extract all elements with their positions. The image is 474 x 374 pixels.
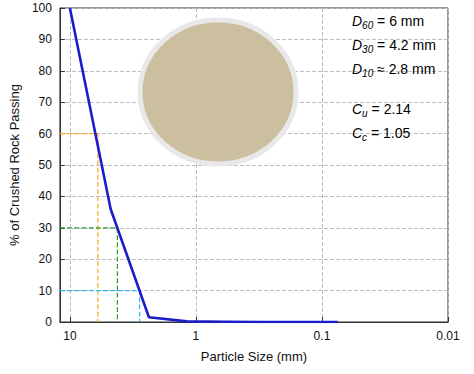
svg-text:40: 40 — [39, 189, 53, 203]
svg-text:70: 70 — [39, 95, 53, 109]
svg-text:10: 10 — [362, 68, 374, 79]
svg-text:30: 30 — [362, 44, 374, 55]
svg-text:60: 60 — [39, 127, 53, 141]
svg-text:D: D — [352, 61, 362, 77]
svg-text:= 6 mm: = 6 mm — [373, 13, 424, 29]
svg-text:10: 10 — [39, 284, 53, 298]
svg-text:60: 60 — [362, 20, 374, 31]
html-text:Cu: Cu — [352, 101, 368, 119]
svg-text:1: 1 — [193, 329, 200, 343]
svg-text:0: 0 — [45, 315, 52, 329]
svg-text:90: 90 — [39, 32, 53, 46]
svg-text:= 2.14: = 2.14 — [368, 101, 411, 117]
svg-text:10: 10 — [63, 329, 77, 343]
svg-text:= 4.2 mm: = 4.2 mm — [373, 37, 436, 53]
svg-text:Particle Size (mm): Particle Size (mm) — [201, 349, 307, 364]
svg-text:D: D — [352, 13, 362, 29]
svg-text:≈ 2.8 mm: ≈ 2.8 mm — [373, 61, 435, 77]
svg-text:20: 20 — [39, 252, 53, 266]
svg-text:% of Crushed Rock Passing: % of Crushed Rock Passing — [7, 84, 22, 246]
html-text:Cc: Cc — [352, 125, 368, 143]
svg-text:0.01: 0.01 — [436, 329, 460, 343]
svg-text:= 1.05: = 1.05 — [367, 125, 410, 141]
svg-text:100: 100 — [32, 1, 52, 15]
svg-text:D: D — [352, 37, 362, 53]
svg-text:30: 30 — [39, 221, 53, 235]
svg-text:50: 50 — [39, 158, 53, 172]
svg-text:80: 80 — [39, 64, 53, 78]
svg-text:0.1: 0.1 — [314, 329, 331, 343]
